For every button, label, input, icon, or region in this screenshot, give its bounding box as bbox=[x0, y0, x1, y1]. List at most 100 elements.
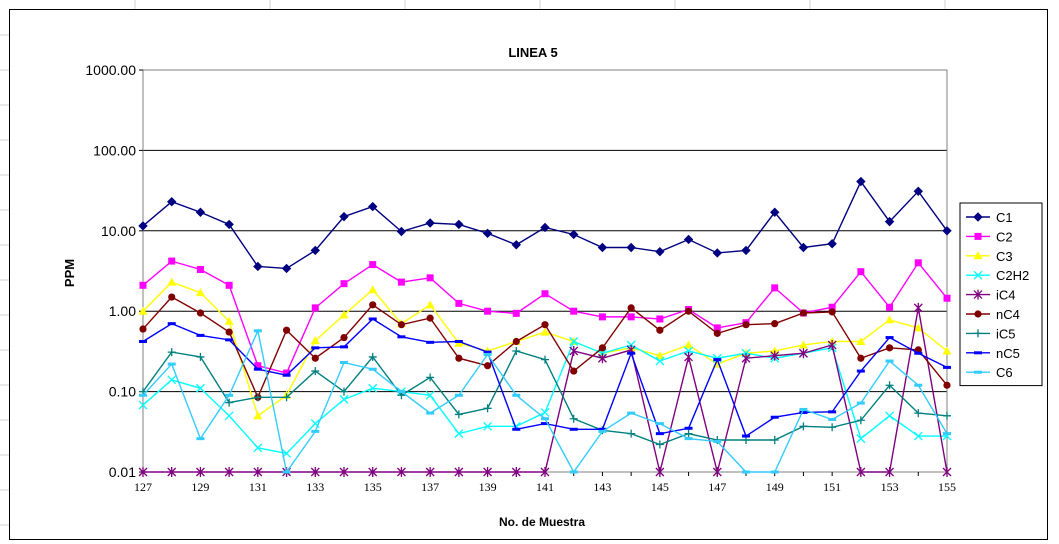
data-point bbox=[339, 467, 349, 477]
data-point bbox=[541, 321, 549, 329]
data-point bbox=[340, 361, 348, 365]
legend-item-c3: C3 bbox=[966, 249, 1013, 264]
data-point bbox=[684, 340, 694, 349]
data-point bbox=[541, 355, 549, 364]
data-point bbox=[885, 336, 894, 340]
y-axis-label: PPM bbox=[62, 259, 77, 287]
data-point bbox=[741, 353, 751, 364]
data-point bbox=[942, 346, 952, 355]
data-point bbox=[570, 367, 578, 375]
data-point bbox=[626, 242, 636, 253]
data-point bbox=[138, 306, 148, 315]
x-tick-label: 135 bbox=[364, 480, 382, 494]
data-point bbox=[454, 393, 463, 397]
data-point bbox=[683, 234, 694, 245]
data-point bbox=[886, 303, 894, 311]
data-point bbox=[455, 354, 463, 362]
data-point bbox=[770, 415, 779, 419]
x-tick-label: 137 bbox=[421, 480, 439, 494]
data-point bbox=[742, 434, 750, 438]
data-point bbox=[311, 346, 320, 350]
data-point bbox=[914, 259, 922, 267]
legend-marker bbox=[973, 270, 983, 280]
x-tick-label: 127 bbox=[134, 480, 152, 494]
data-point bbox=[942, 467, 952, 477]
data-point bbox=[426, 274, 434, 282]
data-point bbox=[196, 266, 204, 274]
data-point bbox=[195, 383, 205, 393]
data-point bbox=[310, 467, 320, 477]
data-point bbox=[368, 317, 377, 321]
data-point bbox=[339, 310, 349, 319]
data-point bbox=[943, 432, 951, 436]
x-axis-ticks: 127 129 131 133 135 137 139 141 143 145 147 149 151 1… bbox=[134, 472, 956, 494]
chart-area[interactable]: 0.01 0.10 1.00 10.00 100.00 1000.00 127 129 131… bbox=[9, 9, 1048, 540]
series-nc4 bbox=[139, 293, 951, 401]
data-point bbox=[224, 411, 234, 421]
data-point bbox=[570, 307, 578, 315]
data-point bbox=[771, 320, 779, 328]
data-point bbox=[885, 315, 895, 324]
data-point bbox=[656, 326, 664, 334]
data-point bbox=[684, 307, 693, 315]
data-point bbox=[224, 316, 234, 325]
data-point bbox=[885, 359, 894, 363]
data-point bbox=[770, 350, 780, 361]
x-tick-label: 131 bbox=[249, 480, 267, 494]
data-point bbox=[828, 303, 836, 311]
data-point bbox=[742, 470, 750, 474]
data-point bbox=[483, 404, 492, 413]
data-point bbox=[195, 467, 205, 477]
data-point bbox=[454, 219, 464, 230]
data-point bbox=[799, 309, 808, 317]
data-point bbox=[798, 340, 808, 349]
data-point bbox=[397, 321, 406, 329]
data-point bbox=[598, 427, 607, 431]
data-point bbox=[798, 242, 809, 253]
legend-label: nC5 bbox=[996, 346, 1020, 361]
data-point bbox=[483, 421, 493, 431]
data-point bbox=[426, 411, 435, 415]
data-point bbox=[569, 470, 578, 474]
data-point bbox=[655, 467, 665, 477]
data-point bbox=[282, 470, 291, 474]
data-point bbox=[167, 467, 177, 477]
series-c2 bbox=[139, 257, 951, 377]
data-point bbox=[943, 381, 951, 389]
data-point bbox=[368, 352, 377, 361]
series-c1 bbox=[138, 176, 952, 274]
legend-item-nc4: nC4 bbox=[966, 307, 1020, 322]
data-point bbox=[224, 219, 234, 230]
data-point bbox=[225, 398, 234, 407]
data-point bbox=[483, 350, 492, 354]
data-point bbox=[311, 304, 319, 312]
x-tick-label: 153 bbox=[881, 480, 899, 494]
legend-label: iC5 bbox=[996, 326, 1016, 341]
data-point bbox=[425, 390, 435, 400]
data-point bbox=[512, 337, 520, 346]
data-point bbox=[368, 201, 378, 212]
data-point bbox=[712, 467, 722, 477]
data-point bbox=[856, 369, 865, 373]
data-point bbox=[913, 323, 923, 332]
data-point bbox=[655, 432, 664, 436]
data-point bbox=[856, 401, 865, 405]
data-point bbox=[225, 393, 234, 397]
data-point bbox=[540, 408, 550, 417]
data-point bbox=[254, 362, 262, 370]
data-point bbox=[281, 263, 292, 274]
data-point bbox=[713, 439, 722, 443]
data-point bbox=[598, 313, 606, 321]
data-point bbox=[540, 327, 550, 336]
data-point bbox=[742, 321, 750, 329]
data-point bbox=[253, 411, 263, 420]
data-point bbox=[454, 410, 463, 419]
data-point bbox=[770, 436, 779, 445]
legend-marker bbox=[974, 232, 982, 240]
x-tick-label: 149 bbox=[766, 480, 784, 494]
data-point bbox=[913, 431, 923, 441]
data-point bbox=[597, 353, 607, 364]
data-point bbox=[799, 422, 808, 431]
data-point bbox=[511, 240, 521, 250]
data-point bbox=[541, 290, 549, 298]
